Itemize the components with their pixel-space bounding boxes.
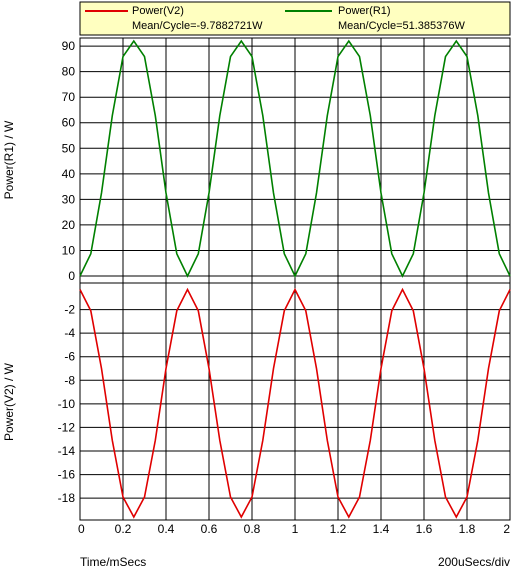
x-tick-label: 0 (78, 522, 85, 536)
x-scale-label: 200uSecs/div (438, 555, 510, 568)
x-tick-label: 1.2 (330, 522, 347, 536)
y-tick-label: 90 (62, 39, 76, 53)
y-tick-label: 40 (62, 167, 76, 181)
y-tick-label: -10 (58, 397, 76, 411)
y-tick-label: -18 (58, 491, 76, 505)
y-tick-label: -12 (58, 420, 76, 434)
x-tick-label: 1.4 (373, 522, 390, 536)
x-axis-label: Time/mSecs (80, 555, 146, 568)
y-tick-label: -8 (64, 373, 75, 387)
legend-mean-power-v2: Mean/Cycle=-9.7882721W (132, 20, 263, 32)
top-y-ticks: 0 10 20 30 40 50 60 70 80 90 (62, 39, 76, 283)
x-tick-label: 2 (503, 522, 510, 536)
x-tick-label: 1.6 (416, 522, 433, 536)
y-tick-label: -14 (58, 444, 76, 458)
y-tick-label: -2 (64, 303, 75, 317)
top-y-axis-label: Power(R1) / W (2, 120, 16, 199)
top-panel: 0 10 20 30 40 50 60 70 80 90 Power(R1) / W (2, 37, 511, 284)
x-tick-label: 1.8 (459, 522, 476, 536)
x-tick-label: 0.8 (244, 522, 261, 536)
y-tick-label: 10 (62, 243, 76, 257)
series-line-power-v2 (79, 287, 511, 519)
bottom-grid (79, 283, 511, 520)
x-tick-label: 0.2 (115, 522, 132, 536)
y-tick-label: -6 (64, 350, 75, 364)
legend-label-power-r1: Power(R1) (338, 5, 391, 17)
y-tick-label: -16 (58, 468, 76, 482)
x-ticks: 0 0.2 0.4 0.6 0.8 1 1.2 1.4 1.6 1.8 2 (78, 522, 510, 536)
y-tick-label: 70 (62, 90, 76, 104)
x-tick-label: 0.6 (201, 522, 218, 536)
y-tick-label: -4 (64, 326, 75, 340)
y-tick-label: 20 (62, 218, 76, 232)
y-tick-label: 30 (62, 192, 76, 206)
legend: Power(V2) Mean/Cycle=-9.7882721W Power(R… (79, 1, 511, 36)
x-tick-label: 0.4 (158, 522, 175, 536)
legend-mean-power-r1: Mean/Cycle=51.385376W (338, 20, 465, 32)
bottom-y-ticks: -2 -4 -6 -8 -10 -12 -14 -16 -18 (58, 303, 76, 506)
x-tick-label: 1 (292, 522, 299, 536)
series-line-power-r1 (79, 39, 511, 278)
y-tick-label: 60 (62, 116, 76, 130)
legend-label-power-v2: Power(V2) (132, 5, 184, 17)
bottom-panel: -2 -4 -6 -8 -10 -12 -14 -16 -18 0 0.2 0.4 0.6 0.8 1 1.… (2, 282, 511, 536)
y-tick-label: 0 (68, 269, 75, 283)
y-tick-label: 50 (62, 141, 76, 155)
bottom-y-axis-label: Power(V2) / W (2, 362, 16, 441)
y-tick-label: 80 (62, 65, 76, 79)
